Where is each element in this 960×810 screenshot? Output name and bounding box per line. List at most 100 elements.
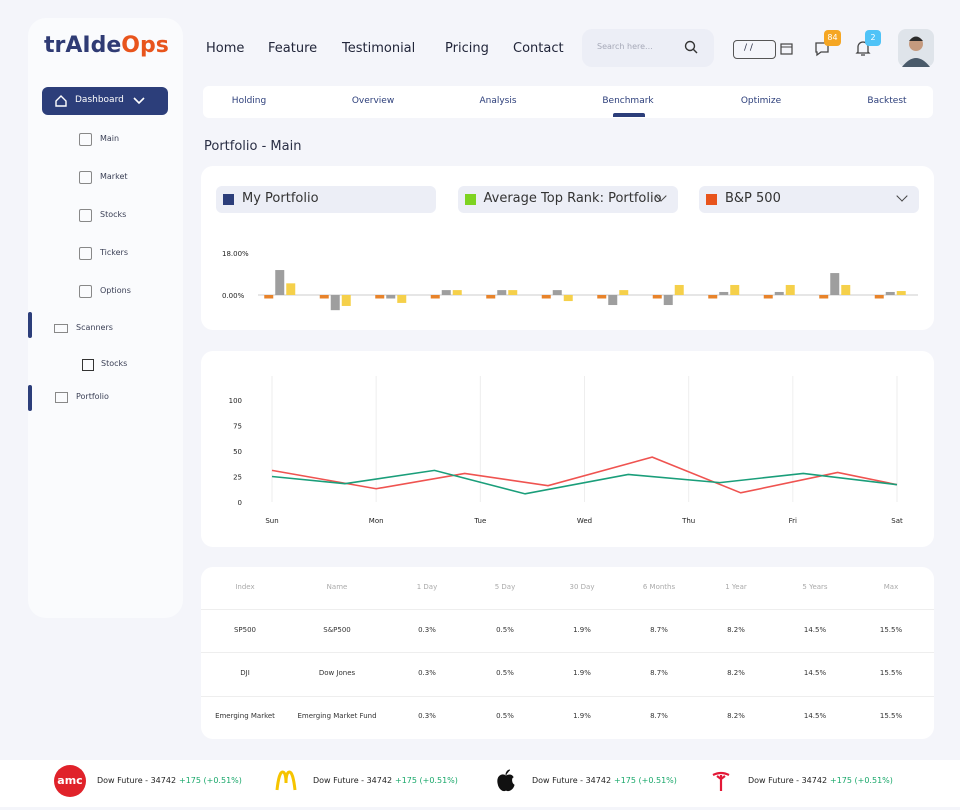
row-divider bbox=[201, 609, 934, 610]
table-cell: 8.2% bbox=[727, 626, 745, 634]
sidebar-item[interactable]: Main bbox=[100, 134, 120, 143]
selector[interactable] bbox=[457, 186, 678, 213]
bar bbox=[264, 295, 274, 299]
bar bbox=[619, 290, 629, 295]
table-cell: S&P500 bbox=[323, 626, 351, 634]
selector-label: My Portfolio bbox=[242, 191, 319, 206]
nav-link[interactable]: Pricing bbox=[445, 41, 489, 56]
x-tick-label: Mon bbox=[369, 517, 384, 525]
tab[interactable]: Benchmark bbox=[602, 96, 654, 106]
page-title: Portfolio - Main bbox=[204, 139, 302, 154]
bar bbox=[552, 290, 562, 295]
table-cell: 0.3% bbox=[418, 626, 436, 634]
table-cell: 1.9% bbox=[573, 626, 591, 634]
tab[interactable]: Optimize bbox=[740, 96, 782, 106]
bar bbox=[730, 284, 740, 295]
active-marker bbox=[28, 385, 32, 411]
logo: trAIdeOps bbox=[44, 33, 169, 58]
bar bbox=[874, 295, 884, 299]
y-tick-label: 75 bbox=[233, 423, 242, 431]
table-header: 1 Day bbox=[416, 583, 438, 591]
y-tick-label: 18.00% bbox=[222, 250, 249, 258]
tab[interactable]: Holding bbox=[231, 96, 267, 106]
charts: 0.00% 18.00% 0 25 50 75 100 Sun Mon Tue Wed Thu Fri S… bbox=[222, 250, 918, 525]
row-divider bbox=[201, 652, 934, 653]
bar bbox=[608, 295, 618, 306]
sidebar-item[interactable]: Options bbox=[100, 286, 131, 295]
table-cell: Emerging Market Fund bbox=[297, 712, 377, 720]
table-cell: 14.5% bbox=[803, 626, 827, 634]
nav-link[interactable]: Contact bbox=[513, 41, 564, 56]
date-input[interactable]: / / bbox=[733, 40, 776, 59]
table-cell: 8.7% bbox=[650, 712, 668, 720]
table-header: 5 Day bbox=[494, 583, 516, 591]
bar bbox=[785, 284, 795, 295]
active-marker bbox=[28, 312, 32, 338]
bar bbox=[386, 295, 396, 299]
bar bbox=[819, 295, 829, 299]
nav-link[interactable]: Home bbox=[206, 41, 245, 56]
dashboard-button[interactable]: Dashboard bbox=[42, 87, 168, 115]
selector-swatch bbox=[464, 194, 476, 205]
date-placeholder: / / bbox=[744, 43, 753, 53]
avatar[interactable] bbox=[898, 29, 934, 67]
ticker-name: Dow Future - 34742 bbox=[97, 776, 177, 785]
sidebar-item[interactable]: Market bbox=[100, 172, 128, 181]
bar bbox=[708, 295, 718, 299]
sidebar-item[interactable]: Tickers bbox=[100, 248, 128, 257]
ticker-logo bbox=[490, 765, 522, 797]
sidebar-icon bbox=[79, 171, 92, 184]
bar bbox=[652, 295, 662, 299]
sidebar bbox=[28, 18, 183, 618]
tab[interactable]: Backtest bbox=[867, 96, 907, 106]
selector[interactable] bbox=[216, 186, 436, 213]
table-cell: 0.3% bbox=[418, 669, 436, 677]
line-card bbox=[201, 351, 934, 547]
table-cell: 14.5% bbox=[803, 669, 827, 677]
tab[interactable]: Analysis bbox=[479, 96, 517, 106]
table-cell: DJI bbox=[240, 669, 250, 677]
table-header: 1 Year bbox=[725, 583, 747, 591]
table-cell: 1.9% bbox=[573, 669, 591, 677]
bar bbox=[830, 273, 840, 295]
table-cell: 1.9% bbox=[573, 712, 591, 720]
ticker-name: Dow Future - 34742 bbox=[313, 776, 393, 785]
table-cell: 0.5% bbox=[496, 626, 514, 634]
selector-label: Average Top Rank: Portfolio bbox=[483, 191, 662, 206]
selector[interactable] bbox=[699, 186, 919, 213]
tab[interactable]: Overview bbox=[351, 96, 395, 106]
sidebar-icon bbox=[82, 359, 94, 371]
search-box[interactable]: Search here... bbox=[582, 29, 714, 67]
bar bbox=[719, 291, 729, 295]
bar bbox=[597, 295, 607, 299]
sidebar-item[interactable]: Stocks bbox=[101, 359, 128, 368]
bar bbox=[774, 291, 784, 295]
bar bbox=[763, 295, 773, 299]
nav-link[interactable]: Feature bbox=[268, 41, 318, 56]
message-badge: 84 bbox=[824, 30, 841, 46]
notification-badge: 2 bbox=[865, 30, 881, 46]
table-cell: 8.2% bbox=[727, 669, 745, 677]
selector-label: B&P 500 bbox=[725, 191, 781, 206]
y-tick-label: 0 bbox=[238, 499, 242, 507]
bar bbox=[674, 284, 684, 295]
nav-link[interactable]: Testimonial bbox=[342, 41, 416, 56]
table-cell: 15.5% bbox=[879, 669, 903, 677]
calendar-icon[interactable] bbox=[780, 42, 794, 56]
sidebar-item[interactable]: Scanners bbox=[76, 323, 113, 332]
sidebar-item[interactable]: Portfolio bbox=[76, 392, 109, 401]
bar bbox=[430, 295, 440, 299]
bar bbox=[441, 290, 451, 295]
bar bbox=[286, 283, 296, 295]
sidebar-item[interactable]: Stocks bbox=[100, 210, 127, 219]
sidebar-icon bbox=[55, 392, 68, 403]
bar bbox=[375, 295, 385, 299]
ticker-change: +175 (+0.51%) bbox=[395, 776, 458, 785]
y-tick-label: 0.00% bbox=[222, 292, 245, 300]
x-tick-label: Tue bbox=[473, 517, 486, 525]
line-series bbox=[271, 469, 898, 495]
sidebar-icon bbox=[79, 247, 92, 260]
table-header: 6 Months bbox=[642, 583, 676, 591]
table-cell: 0.3% bbox=[418, 712, 436, 720]
bar bbox=[319, 295, 329, 299]
